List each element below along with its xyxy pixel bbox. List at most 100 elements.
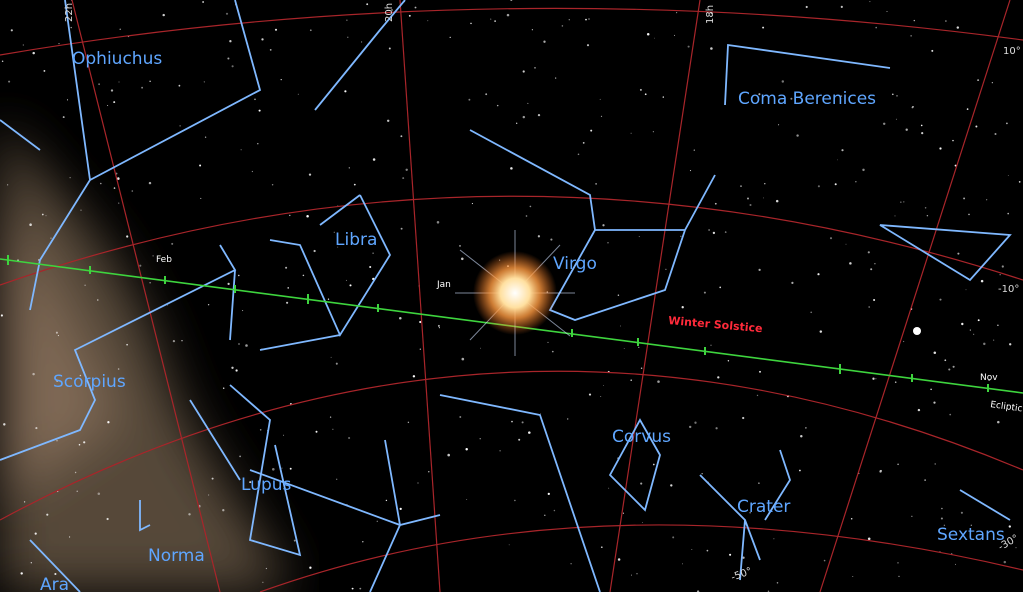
star bbox=[867, 251, 870, 254]
star bbox=[534, 67, 536, 69]
star bbox=[991, 82, 993, 84]
star bbox=[152, 255, 154, 257]
star bbox=[362, 540, 364, 543]
star bbox=[691, 549, 693, 551]
star bbox=[689, 170, 692, 172]
star bbox=[957, 252, 960, 255]
star bbox=[479, 438, 481, 440]
star bbox=[369, 265, 372, 269]
constellation-label: Libra bbox=[335, 230, 377, 250]
star bbox=[973, 333, 975, 335]
star bbox=[1006, 122, 1008, 125]
star bbox=[245, 344, 248, 347]
star bbox=[681, 306, 684, 309]
star bbox=[222, 509, 225, 512]
star bbox=[436, 221, 440, 224]
star bbox=[254, 98, 256, 101]
star bbox=[911, 515, 913, 517]
star bbox=[417, 482, 419, 484]
star bbox=[630, 132, 632, 134]
star bbox=[930, 388, 932, 391]
star bbox=[69, 536, 71, 538]
star bbox=[662, 96, 664, 98]
star bbox=[980, 279, 984, 283]
star bbox=[480, 347, 482, 349]
star bbox=[924, 479, 926, 481]
star bbox=[999, 274, 1001, 276]
star bbox=[34, 532, 37, 535]
star bbox=[894, 381, 897, 383]
star bbox=[805, 5, 808, 9]
star bbox=[106, 517, 109, 521]
star bbox=[283, 434, 285, 436]
star bbox=[600, 115, 603, 118]
star bbox=[510, 167, 513, 170]
star bbox=[975, 125, 978, 128]
star bbox=[412, 375, 416, 378]
star bbox=[920, 124, 923, 127]
star bbox=[954, 164, 957, 167]
star bbox=[639, 88, 642, 91]
star bbox=[335, 362, 338, 365]
ecliptic-month: Nov bbox=[980, 373, 998, 383]
star bbox=[941, 507, 943, 510]
star bbox=[332, 428, 334, 430]
star bbox=[511, 420, 513, 423]
star bbox=[850, 517, 853, 520]
star bbox=[882, 122, 886, 126]
star bbox=[620, 325, 621, 327]
star bbox=[880, 469, 882, 472]
star bbox=[414, 6, 417, 9]
star bbox=[181, 340, 183, 342]
star bbox=[531, 29, 533, 31]
star bbox=[518, 438, 521, 441]
star bbox=[910, 35, 912, 37]
star bbox=[336, 478, 338, 480]
star bbox=[207, 304, 210, 306]
star bbox=[8, 80, 11, 83]
constellation-label: Coma Berenices bbox=[738, 89, 876, 109]
star bbox=[359, 587, 362, 590]
star bbox=[172, 339, 176, 343]
star bbox=[608, 487, 610, 489]
star bbox=[547, 492, 550, 496]
star bbox=[202, 1, 204, 3]
star bbox=[773, 538, 775, 540]
star bbox=[1009, 343, 1012, 346]
star bbox=[211, 477, 214, 480]
star bbox=[758, 93, 761, 96]
star bbox=[968, 213, 970, 216]
star bbox=[638, 236, 640, 238]
star bbox=[113, 101, 116, 104]
star bbox=[148, 181, 152, 185]
star bbox=[167, 304, 169, 306]
star bbox=[57, 335, 59, 337]
star bbox=[272, 468, 275, 471]
star bbox=[97, 299, 99, 301]
star bbox=[289, 214, 291, 217]
star bbox=[900, 201, 902, 203]
star bbox=[931, 49, 934, 52]
star bbox=[238, 343, 240, 345]
star bbox=[636, 573, 638, 575]
star bbox=[231, 366, 234, 369]
star bbox=[428, 471, 430, 473]
star bbox=[840, 95, 843, 98]
star bbox=[162, 13, 165, 17]
star bbox=[349, 284, 352, 287]
star bbox=[257, 142, 259, 145]
star bbox=[293, 539, 296, 542]
star bbox=[447, 453, 450, 457]
star bbox=[348, 167, 350, 169]
star bbox=[997, 324, 999, 326]
star bbox=[55, 331, 58, 334]
star bbox=[70, 26, 72, 29]
star bbox=[372, 158, 376, 161]
star bbox=[717, 376, 720, 379]
star bbox=[742, 556, 745, 559]
star bbox=[874, 262, 876, 265]
star bbox=[113, 187, 116, 189]
star bbox=[227, 57, 230, 60]
star bbox=[529, 205, 532, 208]
star bbox=[386, 119, 390, 123]
